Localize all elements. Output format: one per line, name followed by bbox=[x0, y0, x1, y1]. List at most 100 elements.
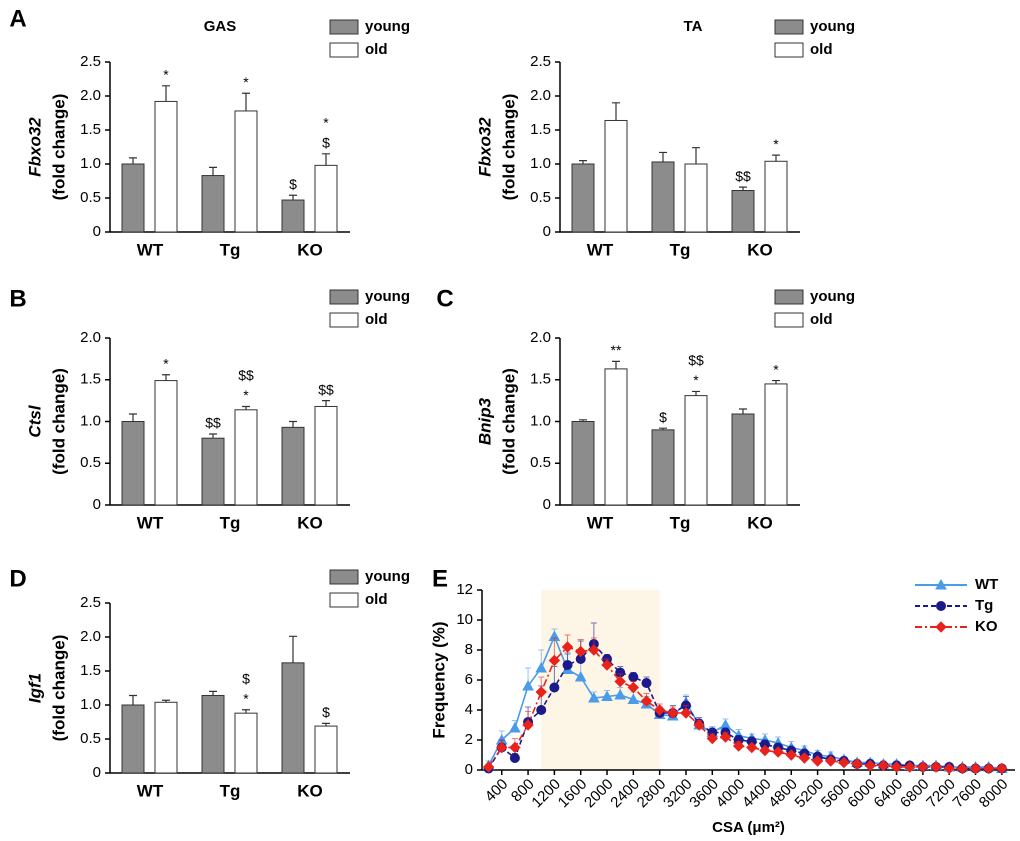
x-tick-label: 8000 bbox=[976, 776, 1012, 812]
y-tick-label: 1.0 bbox=[80, 696, 101, 713]
x-tick-label: 4800 bbox=[765, 776, 801, 812]
data-point bbox=[772, 746, 784, 758]
x-axis-label: CSA (μm²) bbox=[712, 819, 785, 836]
panel-letter: E bbox=[432, 565, 448, 592]
error-bar bbox=[772, 154, 780, 162]
data-point bbox=[811, 755, 824, 767]
y-axis-label: (fold change) bbox=[499, 94, 518, 201]
y-tick-label: 4 bbox=[465, 701, 473, 718]
data-point bbox=[482, 761, 495, 773]
x-tick-label: KO bbox=[297, 240, 323, 259]
y-tick-label: 2.5 bbox=[80, 53, 101, 70]
bar bbox=[281, 662, 305, 774]
significance-mark: * bbox=[773, 361, 779, 377]
bar bbox=[314, 164, 338, 233]
y-tick-label: 0 bbox=[465, 761, 473, 778]
x-tick-label: KO bbox=[297, 781, 323, 800]
significance-mark: * bbox=[163, 67, 169, 83]
legend-label: young bbox=[810, 18, 855, 35]
x-tick-label: KO bbox=[747, 513, 773, 532]
legend-swatch bbox=[774, 42, 804, 58]
y-tick-label: 10 bbox=[456, 611, 473, 628]
legend-swatch bbox=[329, 42, 359, 58]
y-axis-label: (fold change) bbox=[49, 94, 68, 201]
x-tick-label: 3200 bbox=[660, 776, 696, 812]
significance-mark: $$ bbox=[318, 381, 334, 397]
error-bar bbox=[772, 379, 780, 384]
chart-title: TA bbox=[684, 18, 703, 35]
panel-letter: B bbox=[9, 285, 26, 312]
error-bar bbox=[579, 419, 587, 422]
error-bar bbox=[659, 151, 667, 162]
y-tick-label: 0 bbox=[543, 223, 551, 240]
significance-mark: $$ bbox=[735, 168, 751, 184]
data-point bbox=[864, 759, 876, 772]
data-point bbox=[943, 762, 955, 775]
data-point bbox=[548, 654, 561, 667]
error-bar bbox=[129, 694, 137, 705]
significance-mark: $$ bbox=[205, 415, 221, 431]
error-bar bbox=[242, 709, 250, 714]
error-bar bbox=[289, 194, 297, 201]
bar bbox=[684, 163, 708, 233]
data-point bbox=[917, 761, 929, 773]
y-tick-label: 0 bbox=[543, 496, 551, 513]
y-tick-label: 12 bbox=[456, 581, 473, 598]
x-tick-label: KO bbox=[297, 513, 323, 532]
significance-mark: $ bbox=[322, 135, 330, 151]
x-tick-label: 4000 bbox=[713, 776, 749, 812]
error-bar bbox=[209, 690, 217, 696]
error-bar bbox=[242, 92, 250, 111]
data-point bbox=[693, 719, 705, 731]
error-bar bbox=[612, 360, 620, 369]
data-point bbox=[627, 693, 640, 704]
data-point bbox=[746, 741, 758, 754]
legend-marker bbox=[935, 621, 947, 633]
data-point bbox=[890, 761, 903, 773]
series-line bbox=[487, 634, 1002, 770]
legend-swatch bbox=[774, 19, 804, 35]
legend-label: old bbox=[365, 311, 388, 328]
y-tick-label: 2.0 bbox=[530, 329, 551, 346]
significance-mark: * bbox=[243, 74, 249, 90]
y-axis-gene: Bnip3 bbox=[475, 397, 494, 445]
y-tick-label: 1.0 bbox=[80, 412, 101, 429]
legend-marker bbox=[936, 601, 946, 611]
bar bbox=[314, 405, 338, 506]
legend-label: old bbox=[365, 591, 388, 608]
y-tick-label: 1.5 bbox=[530, 121, 551, 138]
error-bar bbox=[162, 699, 170, 703]
significance-mark: * bbox=[693, 372, 699, 388]
data-point bbox=[956, 762, 969, 775]
y-tick-label: 0.5 bbox=[80, 730, 101, 747]
bar bbox=[201, 175, 225, 233]
panel-letter: A bbox=[9, 5, 26, 32]
x-tick-label: Tg bbox=[220, 781, 241, 800]
bar bbox=[314, 725, 338, 774]
x-tick-label: 6000 bbox=[844, 776, 880, 812]
y-axis-gene: Fbxo32 bbox=[25, 117, 44, 177]
x-tick-label: 7200 bbox=[923, 776, 959, 812]
y-tick-label: 1.5 bbox=[80, 371, 101, 388]
error-bar bbox=[322, 722, 330, 727]
significance-mark: $ bbox=[659, 409, 667, 425]
data-point bbox=[522, 679, 534, 691]
bar bbox=[234, 712, 258, 774]
data-point bbox=[509, 753, 520, 763]
bar bbox=[684, 395, 708, 506]
data-point bbox=[588, 691, 600, 703]
data-point bbox=[680, 707, 692, 719]
significance-mark: * bbox=[773, 136, 779, 152]
y-axis-gene: Fbxo32 bbox=[475, 117, 494, 177]
legend-swatch bbox=[329, 312, 359, 328]
data-point bbox=[509, 741, 521, 754]
y-tick-label: 0.5 bbox=[80, 189, 101, 206]
x-tick-label: 2000 bbox=[581, 776, 617, 812]
series-line bbox=[487, 642, 1002, 770]
data-point bbox=[561, 641, 574, 653]
data-point bbox=[719, 731, 732, 743]
bar bbox=[571, 421, 595, 506]
bar bbox=[651, 429, 675, 506]
data-point bbox=[825, 755, 837, 767]
x-tick-label: 2400 bbox=[607, 776, 643, 812]
